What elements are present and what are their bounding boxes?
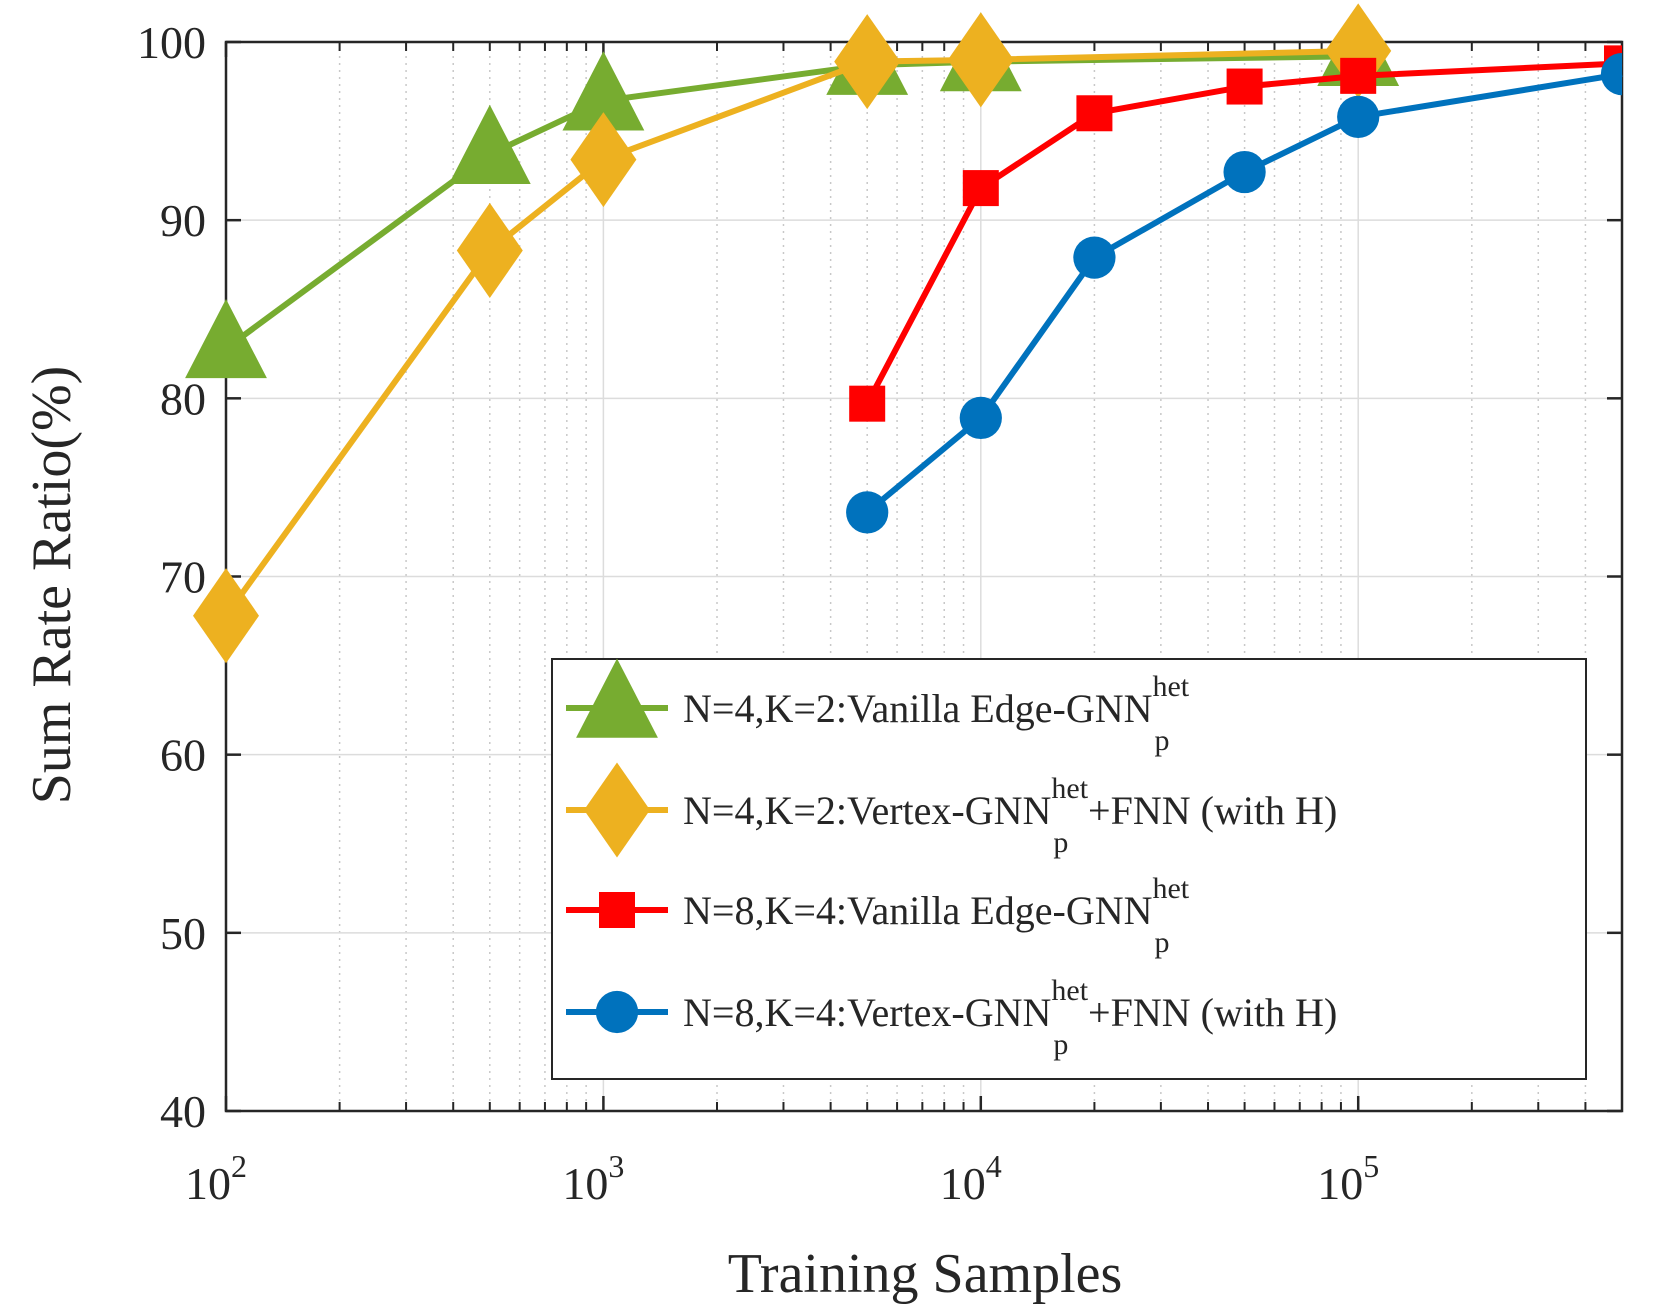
legend-marker: [599, 892, 635, 928]
series-layer: [185, 3, 1623, 664]
y-tick-label: 80: [160, 373, 206, 424]
data-point: [1226, 68, 1263, 105]
series-3: [849, 45, 1623, 422]
y-tick-label: 100: [137, 17, 206, 68]
y-tick-label: 70: [160, 552, 206, 603]
legend-marker: [576, 658, 658, 738]
data-point: [1073, 236, 1116, 279]
y-tick-label: 50: [160, 908, 206, 959]
series-line: [864, 60, 1623, 406]
legend-subscript: p: [1154, 926, 1169, 959]
y-axis-title: Sum Rate Ratio(%): [21, 366, 83, 805]
data-point: [959, 396, 1002, 440]
y-tick-label: 90: [160, 195, 206, 246]
y-tick-label: 60: [160, 730, 206, 781]
legend-marker: [595, 990, 639, 1034]
data-point: [456, 202, 523, 298]
legend-label: N=8,K=4:Vertex-GNNhet+FNN (with H): [683, 974, 1337, 1035]
data-point: [849, 385, 886, 422]
data-point: [448, 104, 531, 184]
data-point: [570, 112, 637, 208]
data-point: [1076, 95, 1113, 132]
data-point: [1223, 150, 1266, 194]
data-point: [846, 491, 889, 534]
series-2: [193, 3, 1392, 664]
legend-label: N=4,K=2:Vertex-GNNhet+FNN (with H): [683, 772, 1337, 833]
legend-subscript: p: [1053, 1028, 1068, 1061]
data-point: [1337, 95, 1380, 138]
legend: N=4,K=2:Vanilla Edge-GNNhetpN=4,K=2:Vert…: [551, 658, 1587, 1080]
y-tick-label: 40: [160, 1086, 206, 1137]
legend-entry-4: N=8,K=4:Vertex-GNNhet+FNN (with H)p: [566, 974, 1337, 1061]
data-point: [947, 12, 1014, 108]
x-axis-title: Training Samples: [728, 1243, 1123, 1305]
data-point: [185, 298, 267, 379]
data-point: [193, 568, 259, 664]
legend-box: [551, 658, 1587, 1080]
legend-entry-2: N=4,K=2:Vertex-GNNhet+FNN (with H)p: [566, 762, 1337, 859]
legend-marker: [584, 762, 650, 858]
series-line: [223, 47, 1359, 618]
legend-subscript: p: [1053, 826, 1068, 859]
data-point: [1600, 52, 1622, 96]
x-tick-label: 105: [1317, 1148, 1379, 1209]
data-point: [562, 51, 645, 131]
legend-label: N=8,K=4:Vanilla Edge-GNNhet: [683, 872, 1190, 933]
series-4: [846, 52, 1623, 534]
legend-subscript: p: [1154, 724, 1169, 757]
data-point: [834, 14, 901, 110]
series-line: [865, 71, 1623, 515]
legend-label: N=4,K=2:Vanilla Edge-GNNhet: [683, 670, 1190, 731]
data-point: [962, 170, 999, 207]
data-point: [1340, 57, 1377, 94]
